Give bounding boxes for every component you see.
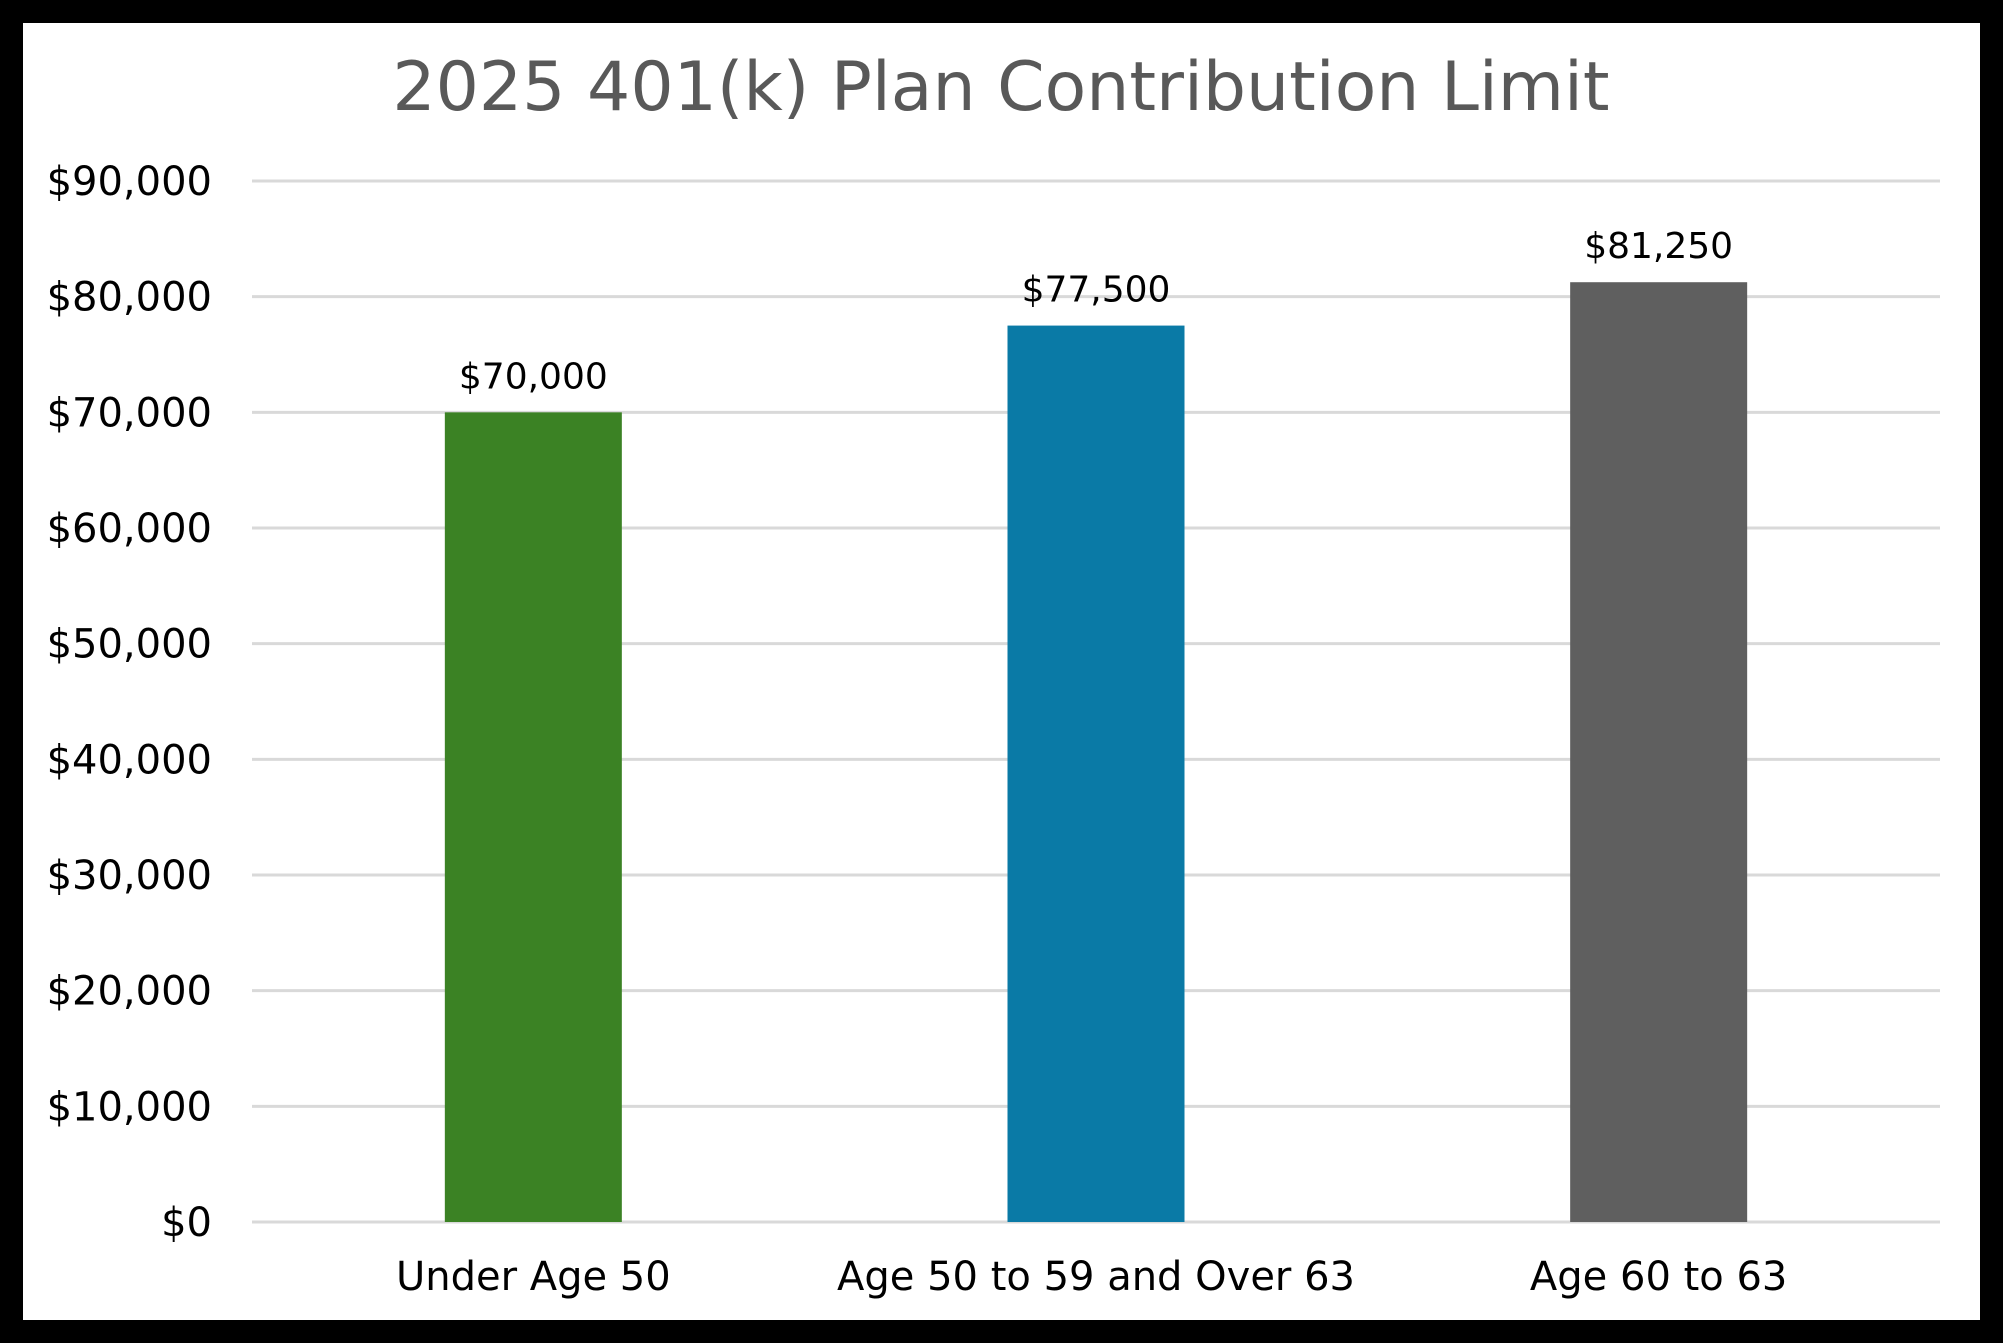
x-category-label: Age 50 to 59 and Over 63: [837, 1254, 1355, 1300]
data-labels: $70,000 $77,500 $81,250: [459, 226, 1733, 397]
y-axis-tick-labels: $0 $10,000 $20,000 $30,000 $40,000 $50,000 $60…: [47, 159, 212, 1246]
bar: [1570, 282, 1748, 1222]
chart-title: 2025 401(k) Plan Contribution Limit: [392, 48, 1609, 127]
y-tick-label: $50,000: [47, 622, 212, 668]
y-tick-label: $40,000: [47, 737, 212, 783]
x-axis-category-labels: Under Age 50 Age 50 to 59 and Over 63 Age …: [396, 1254, 1787, 1300]
data-label: $70,000: [459, 356, 608, 397]
bar: [1007, 325, 1185, 1222]
x-category-label: Age 60 to 63: [1530, 1254, 1787, 1300]
bars: [444, 282, 1748, 1222]
y-tick-label: $70,000: [47, 390, 212, 436]
data-label: $81,250: [1584, 226, 1733, 267]
y-tick-label: $90,000: [47, 159, 212, 205]
y-tick-label: $60,000: [47, 506, 212, 552]
y-tick-label: $30,000: [47, 853, 212, 899]
x-category-label: Under Age 50: [396, 1254, 671, 1300]
y-tick-label: $10,000: [47, 1084, 212, 1130]
y-tick-label: $0: [161, 1200, 212, 1246]
y-tick-label: $80,000: [47, 275, 212, 321]
bar: [444, 412, 622, 1222]
y-tick-label: $20,000: [47, 969, 212, 1015]
data-label: $77,500: [1022, 270, 1171, 311]
